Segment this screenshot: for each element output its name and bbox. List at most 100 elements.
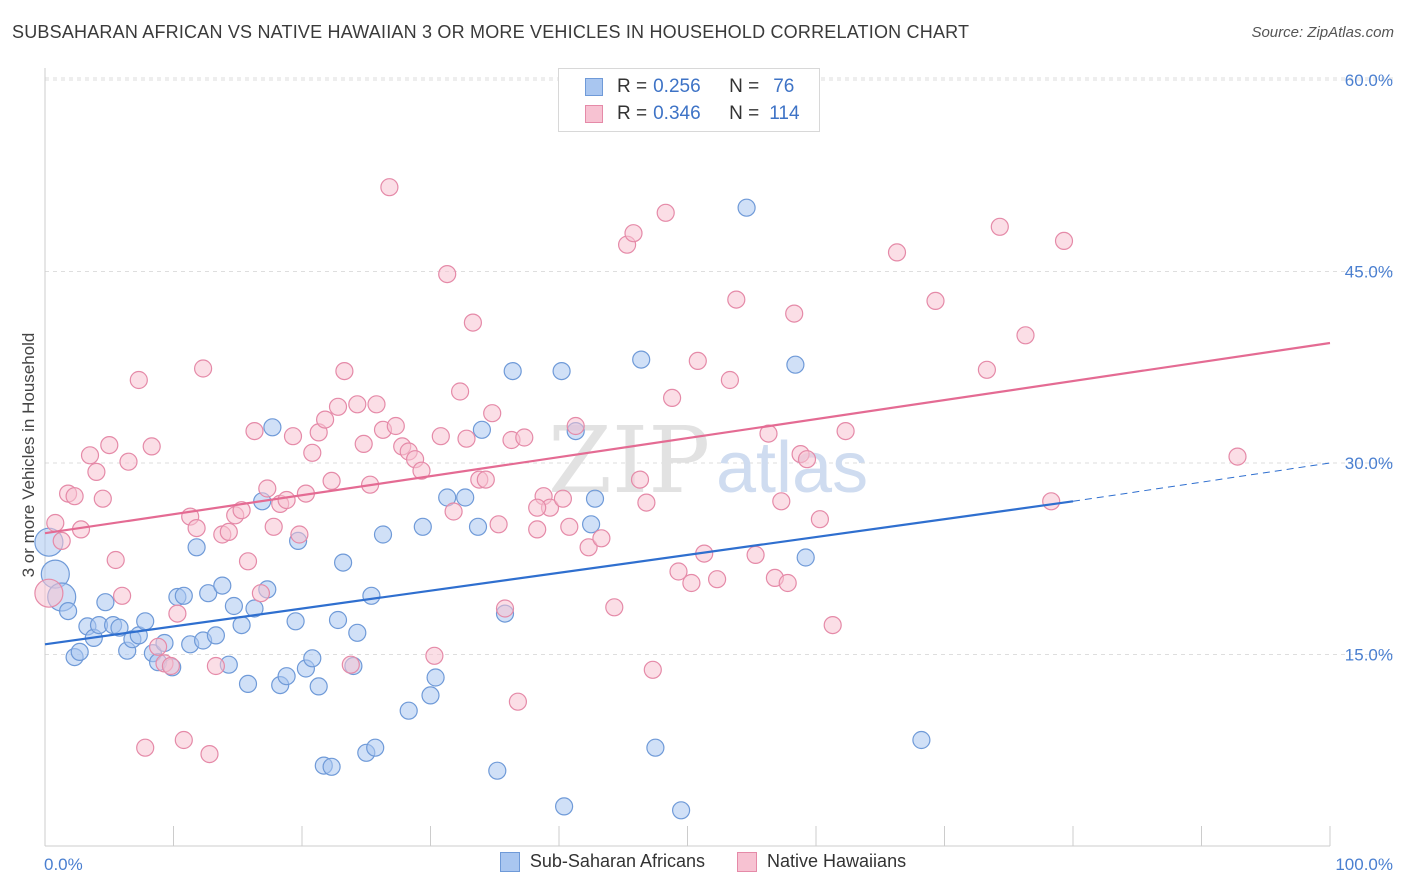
hawaiian-point	[483, 404, 502, 423]
subsaharan-point	[263, 418, 282, 437]
hawaiian-point	[34, 578, 64, 608]
hawaiian-point	[80, 446, 100, 465]
legend-label: Native Hawaiians	[767, 851, 907, 871]
hawaiian-point	[106, 550, 125, 570]
hawaiian-point	[168, 604, 187, 623]
subsaharan-point	[277, 667, 296, 686]
hawaiian-point	[283, 427, 303, 446]
hawaiian-point	[149, 637, 168, 656]
subsaharan-point	[70, 642, 89, 662]
hawaiian-point	[1016, 326, 1035, 345]
subsaharan-point	[413, 517, 432, 536]
subsaharan-point	[399, 701, 418, 720]
hawaiian-point	[624, 224, 643, 243]
hawaiian-point	[1042, 492, 1061, 511]
axes	[44, 68, 1331, 847]
n-value: 114	[769, 103, 800, 124]
hawaiian-point	[746, 545, 765, 565]
hawaiian-point	[662, 388, 682, 407]
legend-swatch-blue	[499, 851, 520, 872]
hawaiian-point	[643, 660, 662, 679]
y-tick-label: 60.0%	[1345, 71, 1393, 90]
x-tick-label: 0.0%	[44, 855, 83, 874]
hawaiian-point	[566, 416, 585, 436]
subsaharan-point	[303, 649, 322, 668]
hawaiian-point	[778, 573, 797, 593]
subsaharan-point	[503, 362, 522, 381]
subsaharan-point	[224, 596, 243, 616]
subsaharan-point	[366, 738, 385, 757]
hawaiian-point	[136, 738, 155, 757]
hawaiian-point	[926, 291, 945, 310]
hawaiian-point	[386, 416, 405, 436]
subsaharan-point	[213, 576, 232, 595]
hawaiian-point	[174, 730, 193, 750]
hawaiian-point	[200, 744, 219, 764]
hawaiian-point	[836, 422, 855, 441]
subsaharan-point	[786, 355, 805, 374]
hawaiian-point	[290, 525, 309, 544]
legend-row-subsaharan: R = 0.256 N = 76	[585, 74, 794, 100]
subsaharan-point	[426, 668, 445, 687]
subsaharan-point	[472, 420, 491, 439]
subsaharan-point	[322, 757, 341, 776]
subsaharan-trend-line	[44, 500, 1074, 646]
subsaharan-point	[206, 626, 225, 645]
subsaharan-point	[912, 730, 931, 750]
hawaiian-point	[656, 203, 675, 222]
subsaharan-point	[421, 686, 440, 705]
r-value: 0.256	[653, 76, 701, 97]
r-value: 0.346	[653, 103, 701, 124]
hawaiian-point	[528, 498, 547, 517]
hawaiian-point	[264, 517, 283, 536]
subsaharan-point	[286, 612, 305, 631]
watermark: ZIP atlas	[548, 407, 868, 514]
hawaiian-point	[232, 501, 251, 520]
n-value: 76	[773, 76, 795, 97]
r-label: R =	[617, 76, 648, 97]
hawaiian-point	[990, 217, 1009, 236]
hawaiian-point	[52, 531, 71, 551]
subsaharan-point	[581, 515, 601, 534]
hawaiian-point	[328, 397, 348, 416]
hawaiian-point	[515, 428, 534, 447]
hawaiian-point	[348, 395, 367, 414]
hawaiian-point	[451, 382, 470, 401]
legend-item-hawaiian[interactable]: Native Hawaiians	[737, 851, 906, 872]
hawaiian-point	[1054, 231, 1074, 250]
subsaharan-point	[456, 488, 475, 507]
hawaiian-point	[772, 492, 791, 511]
legend-label: Sub-Saharan Africans	[529, 851, 706, 871]
hawaiian-point	[592, 529, 611, 548]
subsaharan-point	[238, 674, 258, 694]
hawaiian-point	[630, 470, 650, 489]
subsaharan-point	[554, 797, 574, 816]
subsaharan-point	[362, 586, 381, 605]
hawaiian-point	[463, 313, 482, 332]
subsaharan-point	[232, 615, 251, 635]
hawaiian-point	[354, 434, 373, 453]
data-points	[34, 178, 1247, 820]
subsaharan-point	[328, 610, 348, 630]
legend-swatch-pink	[585, 105, 603, 123]
subsaharan-point	[199, 584, 218, 603]
hawaiian-point	[380, 178, 399, 197]
subsaharan-point	[488, 761, 507, 780]
hawaiian-point	[412, 461, 431, 480]
subsaharan-point	[468, 517, 488, 536]
hawaiian-point	[579, 538, 598, 557]
legend-item-subsaharan[interactable]: Sub-Saharan Africans	[499, 851, 706, 872]
hawaiian-point	[444, 502, 463, 521]
hawaiian-point	[112, 586, 132, 605]
series-legend: Sub-Saharan Africans Native Hawaiians	[0, 851, 1406, 872]
subsaharan-point	[96, 593, 115, 612]
hawaiian-point	[119, 452, 138, 471]
hawaiian-point	[785, 304, 804, 323]
hawaiian-point	[129, 370, 148, 390]
hawaiian-point	[682, 573, 701, 593]
hawaiian-point	[528, 520, 547, 539]
subsaharan-point	[796, 548, 815, 567]
hawaiian-point	[303, 443, 322, 462]
hawaiian-point	[65, 487, 84, 506]
